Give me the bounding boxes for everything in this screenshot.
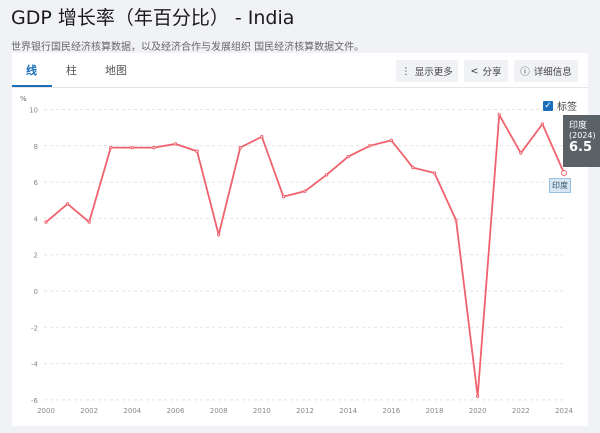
checkbox-checked-icon: ✓ <box>543 100 553 111</box>
y-tick-label: -4 <box>31 361 39 369</box>
tooltip-year: (2024) <box>569 131 596 140</box>
x-tick-label: 2012 <box>296 407 314 415</box>
data-point <box>260 135 264 139</box>
tab-bar: 线 柱 地图 ⋮ 显示更多 < 分享 ⓘ 详细信息 <box>12 53 588 88</box>
x-tick-label: 2006 <box>167 407 185 415</box>
x-tick-label: 2004 <box>123 407 141 415</box>
x-tick-label: 2000 <box>37 407 55 415</box>
data-point <box>411 165 415 170</box>
y-tick-label: 10 <box>29 107 38 115</box>
x-tick-label: 2010 <box>253 407 271 415</box>
data-point <box>109 145 113 150</box>
x-tick-label: 2022 <box>512 407 530 415</box>
data-point <box>195 149 199 153</box>
data-point <box>475 394 480 398</box>
data-point <box>497 113 501 117</box>
data-point <box>540 122 545 126</box>
x-tick-label: 2002 <box>80 407 98 415</box>
x-tick-label: 2008 <box>210 407 228 415</box>
tab-map[interactable]: 地图 <box>105 64 127 77</box>
x-tick-label: 2018 <box>426 407 444 415</box>
data-point <box>561 170 567 177</box>
y-tick-label: 6 <box>34 179 39 187</box>
details-button[interactable]: ⓘ 详细信息 <box>514 60 578 82</box>
data-point <box>454 218 458 222</box>
labels-checkbox[interactable]: ✓ 标签 <box>543 100 577 113</box>
y-tick-label: -6 <box>31 397 39 405</box>
tooltip-country: 印度 <box>569 121 588 131</box>
data-point <box>303 189 307 193</box>
y-tick-label: 4 <box>34 215 39 223</box>
more-vertical-icon: ⋮ <box>401 65 411 77</box>
y-tick-label: 2 <box>34 252 38 260</box>
data-point <box>130 145 135 150</box>
tab-line[interactable]: 线 <box>26 64 37 77</box>
tooltip: 印度 (2024) 6.5 <box>563 115 600 167</box>
card-background <box>12 53 588 426</box>
data-point <box>216 233 221 237</box>
y-tick-label: -2 <box>31 324 38 332</box>
x-tick-label: 2024 <box>555 407 573 415</box>
y-axis-label: % <box>20 95 27 103</box>
data-point <box>389 138 394 143</box>
data-point <box>519 151 523 155</box>
data-point <box>152 145 156 150</box>
y-tick-label: 0 <box>34 288 38 296</box>
share-button[interactable]: < 分享 <box>464 60 508 82</box>
show-more-button[interactable]: ⋮ 显示更多 <box>396 60 458 82</box>
page-subtitle: 世界银行国民经济核算数据，以及经济合作与发展组织 国民经济核算数据文件。 <box>11 42 365 53</box>
data-point <box>44 220 48 224</box>
data-point <box>173 142 178 146</box>
share-icon: < <box>470 65 479 77</box>
page-title: GDP 增长率（年百分比） - India <box>11 7 295 29</box>
data-point <box>432 171 437 175</box>
info-icon: ⓘ <box>520 67 530 78</box>
chart-card: 线 柱 地图 ⋮ 显示更多 < 分享 ⓘ 详细信息 ✓ 标签 <box>12 53 588 433</box>
x-tick-label: 2014 <box>339 407 357 415</box>
data-point <box>281 194 286 199</box>
active-tab-indicator <box>12 85 52 87</box>
data-point <box>238 145 242 150</box>
data-point <box>368 144 372 148</box>
tooltip-value: 6.5 <box>569 140 593 155</box>
y-tick-label: 8 <box>34 143 38 151</box>
x-tick-label: 2016 <box>382 407 400 415</box>
series-end-label: 印度 <box>549 178 571 193</box>
data-point <box>324 173 329 177</box>
tab-bar-chart[interactable]: 柱 <box>66 64 77 77</box>
data-point <box>87 220 91 224</box>
data-point <box>65 202 70 206</box>
x-tick-label: 2020 <box>469 407 487 415</box>
data-point <box>346 154 350 159</box>
